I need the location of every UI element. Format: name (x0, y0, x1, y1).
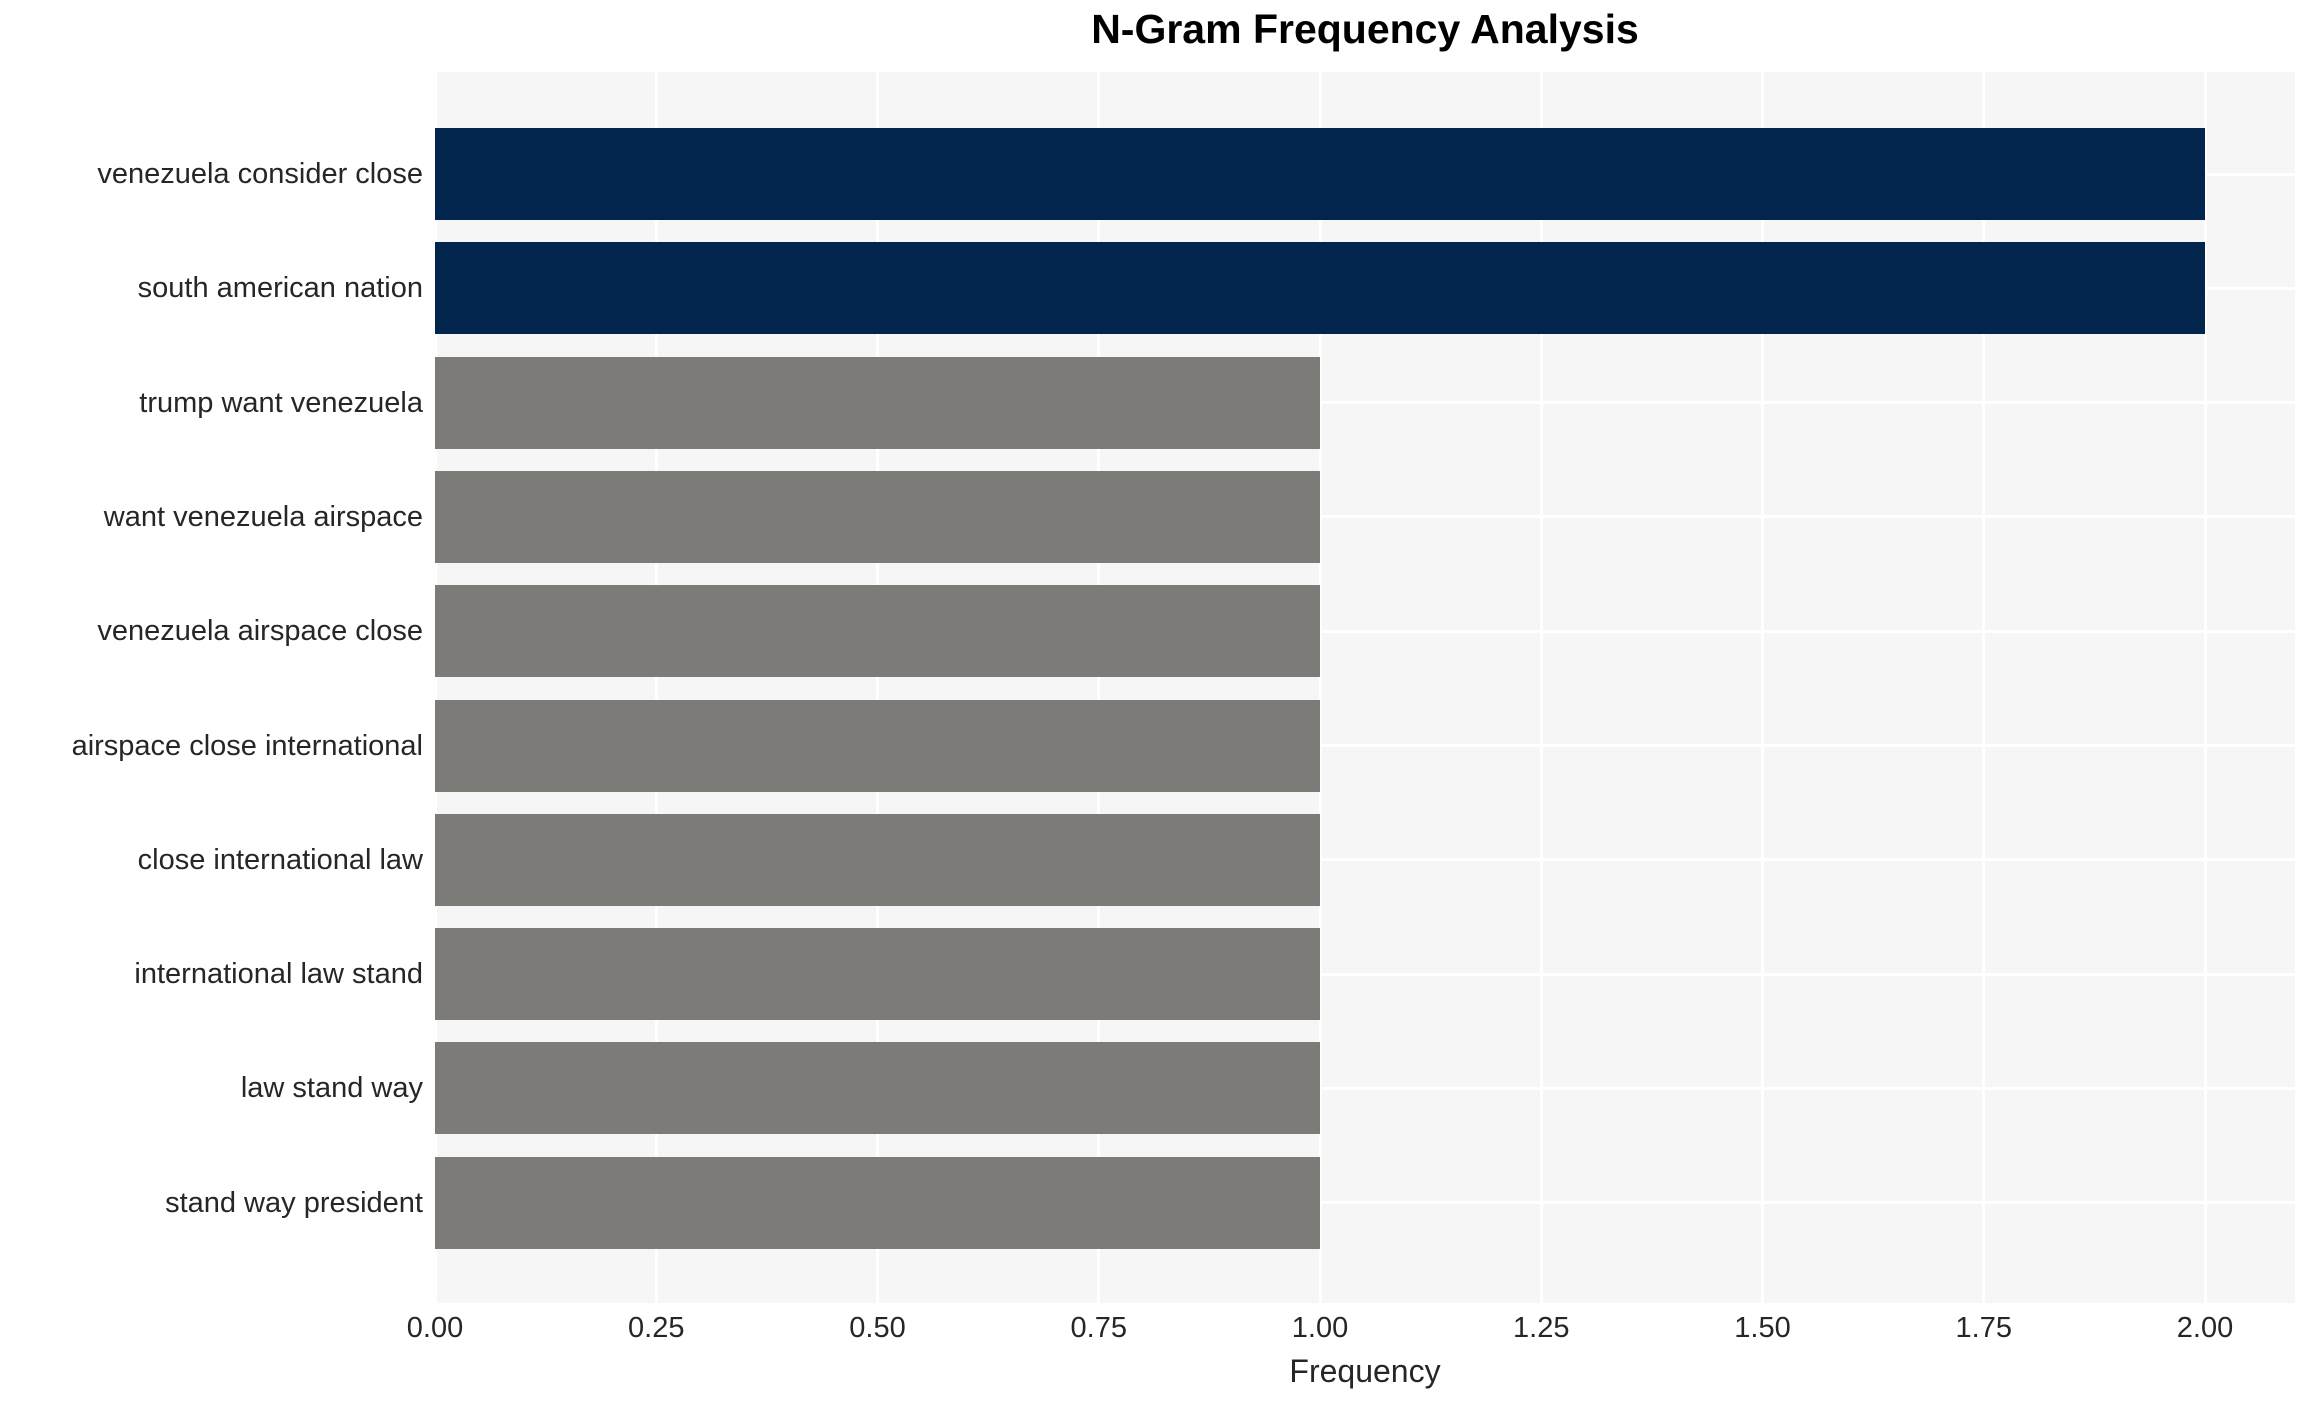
bar-international-law-stand (435, 928, 1320, 1021)
gridline-horizontal (435, 1086, 2295, 1090)
y-tick-label: law stand way (240, 1072, 423, 1105)
bar-venezuela-airspace-close (435, 585, 1320, 678)
x-tick-label: 1.25 (1513, 1312, 1570, 1344)
bar-stand-way-president (435, 1156, 1320, 1249)
x-tick-label: 1.00 (1291, 1312, 1349, 1344)
gridline-horizontal (435, 858, 2295, 862)
y-tick-label: south american nation (137, 272, 423, 305)
gridline-vertical (654, 72, 658, 1303)
bar-want-venezuela-airspace (435, 470, 1320, 563)
y-tick-label: venezuela airspace close (97, 615, 423, 648)
gridline-vertical (1539, 72, 1543, 1303)
gridline-horizontal (435, 1201, 2295, 1205)
x-tick-label: 0.25 (628, 1312, 685, 1344)
chart-title: N-Gram Frequency Analysis (1091, 6, 1639, 52)
y-tick-label: want venezuela airspace (103, 500, 423, 533)
x-tick-label: 0.50 (849, 1312, 906, 1344)
gridline-vertical (433, 72, 437, 1303)
x-tick-label: 0.75 (1070, 1312, 1127, 1344)
gridline-horizontal (435, 744, 2295, 747)
plot-area (433, 72, 2295, 1303)
y-tick-label: airspace close international (71, 729, 423, 762)
bar-venezuela-consider-close (435, 128, 2205, 220)
gridline-vertical (876, 72, 879, 1303)
gridline-horizontal (435, 401, 2295, 405)
y-tick-label: trump want venezuela (139, 386, 423, 419)
bar-trump-want-venezuela (435, 356, 1320, 449)
gridline-vertical (2203, 72, 2207, 1303)
bar-airspace-close-international (435, 699, 1320, 792)
gridline-horizontal (435, 515, 2295, 519)
y-tick-label: close international law (137, 843, 423, 876)
gridline-vertical (1097, 72, 1101, 1303)
gridline-vertical (1318, 72, 1322, 1303)
bar-south-american-nation (435, 242, 2205, 335)
bar-close-international-law (435, 813, 1320, 906)
x-tick-label: 2.00 (2176, 1312, 2234, 1344)
x-tick-label: 1.75 (1955, 1312, 2012, 1344)
gridline-horizontal (435, 629, 2295, 633)
bar-law-stand-way (435, 1042, 1320, 1135)
x-axis-label: Frequency (1289, 1353, 1441, 1389)
y-axis-tick-labels: venezuela consider close south american n… (0, 72, 423, 1303)
x-axis-tick-labels: 0.00 0.25 0.50 0.75 1.00 1.25 1.50 1.75 2.00 (0, 1312, 2313, 1352)
x-tick-label: 1.50 (1734, 1312, 1791, 1344)
y-tick-label: international law stand (134, 958, 423, 991)
y-tick-label: venezuela consider close (97, 158, 423, 190)
y-tick-label: stand way president (165, 1186, 423, 1219)
x-tick-label: 0.00 (406, 1312, 464, 1344)
gridline-vertical (1982, 72, 1986, 1303)
gridline-horizontal (435, 972, 2295, 976)
gridline-vertical (1761, 72, 1764, 1303)
